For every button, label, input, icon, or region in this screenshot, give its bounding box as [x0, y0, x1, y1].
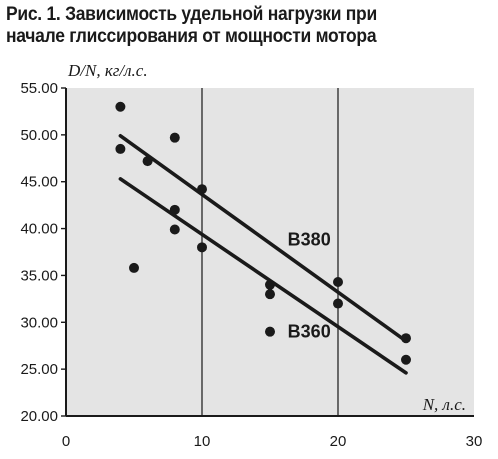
data-point: [129, 262, 139, 273]
y-tick-label: 50.00: [20, 127, 58, 144]
figure-title: Рис. 1. Зависимость удельной нагрузки пр…: [6, 4, 455, 48]
trend-line-b360: [118, 177, 408, 375]
data-point: [197, 242, 207, 253]
y-axis-label: D/N, кг/л.с.: [67, 61, 148, 80]
y-tick-label: 45.00: [20, 174, 58, 191]
x-tick-label: 30: [466, 433, 483, 450]
y-tick-label: 35.00: [20, 267, 58, 284]
data-point: [169, 224, 180, 235]
figure-title-line-1: Рис. 1. Зависимость удельной нагрузки пр…: [6, 4, 377, 25]
figure-title-line-2: начале глиссирования от мощности мотора: [6, 26, 377, 47]
x-tick-label: 20: [330, 433, 347, 450]
data-point: [333, 298, 343, 309]
data-point: [169, 132, 180, 143]
y-tick-label: 20.00: [20, 408, 58, 425]
trend-line-b380: [118, 133, 408, 343]
data-point: [265, 326, 275, 337]
series-label-b360: B360: [288, 321, 331, 341]
data-point: [115, 143, 126, 154]
series-label-b380: B380: [288, 229, 331, 249]
data-point: [115, 101, 126, 112]
x-tick-label: 0: [62, 433, 70, 450]
data-point: [401, 354, 411, 365]
y-tick-label: 55.00: [20, 80, 58, 97]
y-tick-label: 25.00: [20, 361, 58, 378]
data-point: [333, 276, 343, 287]
y-tick-label: 30.00: [20, 314, 58, 331]
y-tick-label: 40.00: [20, 221, 58, 238]
plot-area: [66, 88, 474, 416]
data-point: [265, 289, 275, 300]
x-tick-label: 10: [194, 433, 211, 450]
x-axis-label: N, л.с.: [422, 395, 466, 414]
